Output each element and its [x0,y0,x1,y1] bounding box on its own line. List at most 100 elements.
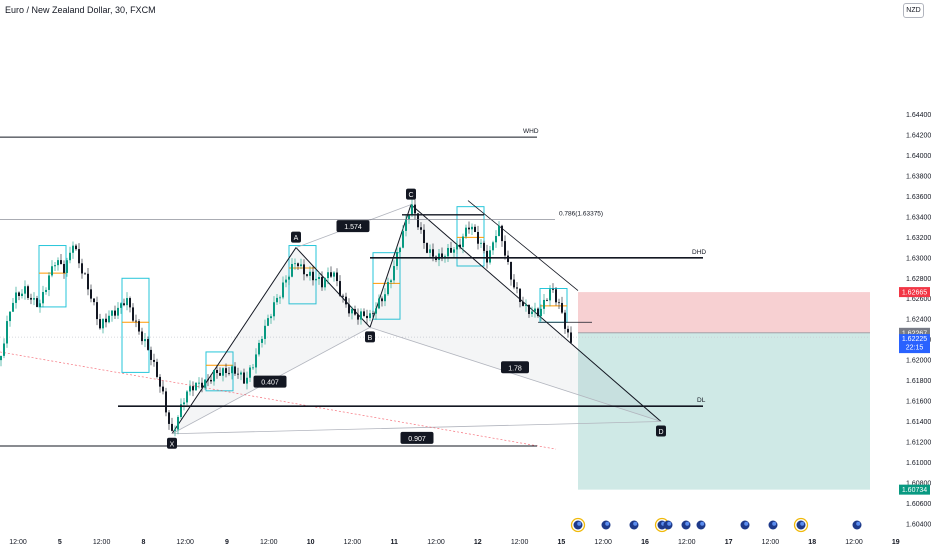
candle-body [222,368,224,376]
price-tag-text: 1.62665 [902,290,927,297]
candle-body [393,266,395,281]
y-tick-label: 1.62000 [906,358,931,365]
candle-body [411,204,413,216]
y-tick-label: 1.60600 [906,501,931,508]
y-tick-label: 1.63200 [906,235,931,242]
stop-loss-zone [578,292,870,333]
pattern-bcd-fill [370,204,661,422]
candle-body [513,279,515,288]
candle-body [171,423,173,431]
candle-body [510,261,512,280]
x-tick-label: 12:00 [762,539,780,546]
y-tick-label: 1.61000 [906,460,931,467]
candle-body [180,404,182,417]
candle-body [552,289,554,291]
pattern-point-badge [167,437,177,449]
session-box [456,206,485,267]
trend-line-upper [467,200,579,291]
candle-body [264,325,266,339]
x-tick-label: 19 [892,539,900,546]
candle-body [192,386,194,391]
candle-body [387,282,389,295]
candle-body [330,272,332,277]
candle-body [276,297,278,303]
candle-body [282,282,284,298]
candle-body [75,245,77,250]
candle-body [429,249,431,253]
event-marker-shine [577,521,582,526]
candle-body [93,298,95,303]
candle-body [150,349,152,360]
event-marker-shine [772,521,777,526]
last-price-text: 1.62225 [902,336,927,343]
y-tick-label: 1.63400 [906,214,931,221]
candle-body [105,318,107,323]
candle-body [162,386,164,392]
candle-body [531,311,533,315]
pattern-point-label: D [658,429,663,436]
pattern-point-badge [656,425,666,437]
candle-body [48,275,50,290]
y-tick-label: 1.61600 [906,399,931,406]
candle-body [318,277,320,279]
candle-body [489,250,491,263]
y-tick-label: 1.60800 [906,480,931,487]
session-box [38,245,67,308]
x-tick-label: 5 [58,539,62,546]
candle-body [360,311,362,320]
candle-body [240,372,242,375]
candle-body [243,372,245,384]
candle-body [30,297,32,300]
candle-body [138,321,140,332]
candle-body [270,316,272,319]
level-label: 0.786(1.63375) [559,210,603,217]
candle-body [570,332,572,343]
candle-body [144,339,146,342]
ratio-badge [501,361,529,374]
candle-body [312,271,314,281]
candle-body [525,304,527,306]
candle-body [66,260,68,273]
candle-body [450,247,452,253]
event-marker-shine [700,521,705,526]
candle-body [195,382,197,391]
session-box [121,277,150,373]
candle-body [63,263,65,273]
level-label: DHD [692,249,706,256]
x-tick-label: 15 [558,539,566,546]
candle-body [477,231,479,244]
candle-body [516,287,518,289]
candle-body [375,308,377,314]
candle-body [3,343,5,356]
x-tick-label: 12:00 [678,539,696,546]
candle-body [315,278,317,281]
event-marker-ring[interactable] [570,517,586,533]
candle-body [438,253,440,261]
candle-body [114,310,116,316]
x-tick-label: 12 [474,539,482,546]
event-marker-ring[interactable] [793,517,809,533]
candle-body [51,266,53,276]
ratio-label: 1.78 [508,365,522,372]
candle-body [402,230,404,248]
candle-body [279,297,281,299]
candle-body [564,312,566,329]
candle-body [321,277,323,288]
event-marker-shine [856,521,861,526]
candle-body [441,253,443,259]
event-marker-shine [605,521,610,526]
ratio-label: 0.907 [408,436,426,443]
ratio-line-xd [171,421,662,435]
event-marker-shine [667,521,672,526]
candle-body [117,307,119,316]
candle-body [141,331,143,342]
candle-body [237,373,239,375]
currency-button[interactable]: NZD [903,3,924,18]
ratio-label: 0.407 [261,380,279,387]
event-marker-shine [633,521,638,526]
price-tag [899,484,930,495]
pattern-point-label: B [368,335,373,342]
candle-body [324,278,326,288]
candle-body [447,247,449,257]
